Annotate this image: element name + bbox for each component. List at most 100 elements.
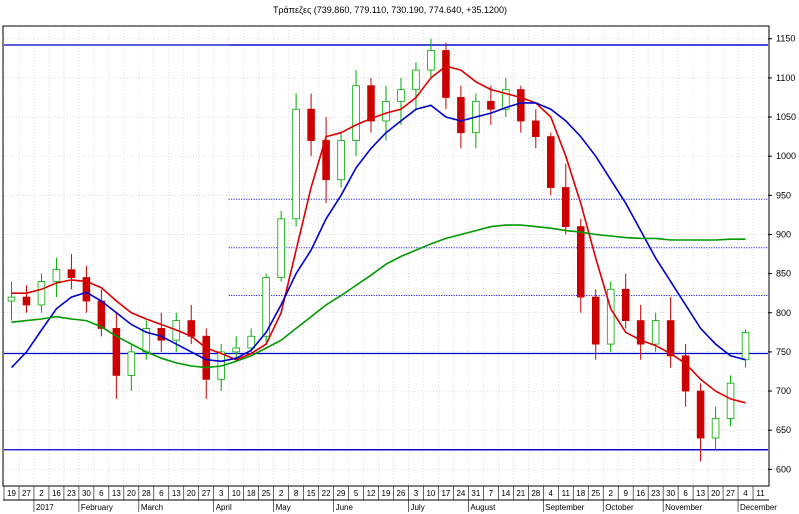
x-day-label: 5 bbox=[354, 489, 359, 498]
moving-average-line-2 bbox=[10, 102, 746, 369]
candle-body bbox=[606, 288, 615, 345]
candle-body bbox=[157, 328, 166, 341]
candle-body bbox=[576, 226, 585, 298]
x-day-label: 2 bbox=[279, 489, 284, 498]
y-tick-label: 750 bbox=[776, 347, 791, 357]
candle-body bbox=[307, 108, 315, 141]
x-day-label: 3 bbox=[414, 489, 419, 498]
x-month-label: 2017 bbox=[36, 503, 54, 512]
candle-body bbox=[187, 320, 196, 337]
y-tick-label: 1100 bbox=[776, 73, 795, 83]
y-tick-label: 1150 bbox=[776, 34, 795, 44]
x-day-label: 27 bbox=[22, 489, 31, 498]
candle-body bbox=[457, 97, 465, 134]
x-month-label: July bbox=[410, 503, 424, 512]
x-day-label: 12 bbox=[367, 489, 376, 498]
candle-body bbox=[726, 382, 735, 419]
x-day-label: 24 bbox=[456, 489, 465, 498]
x-day-label: 27 bbox=[726, 489, 735, 498]
x-month-label: March bbox=[141, 503, 163, 512]
x-day-label: 25 bbox=[262, 489, 271, 498]
x-day-label: 7 bbox=[489, 489, 494, 498]
candle-body bbox=[427, 50, 435, 71]
x-day-label: 10 bbox=[426, 489, 435, 498]
x-day-label: 2 bbox=[39, 489, 44, 498]
candle-body bbox=[561, 187, 570, 228]
x-day-label: 20 bbox=[127, 489, 136, 498]
x-day-label: 29 bbox=[337, 489, 346, 498]
x-month-label: November bbox=[665, 503, 702, 512]
y-tick-label: 1050 bbox=[776, 112, 796, 122]
x-month-label: December bbox=[740, 503, 777, 512]
x-day-label: 4 bbox=[549, 489, 554, 498]
x-day-label: 15 bbox=[307, 489, 316, 498]
x-day-label: 19 bbox=[7, 489, 16, 498]
candle-body bbox=[412, 69, 420, 91]
x-day-label: 22 bbox=[322, 489, 331, 498]
candle-body bbox=[547, 136, 555, 188]
candle-body bbox=[352, 85, 360, 141]
x-month-label: September bbox=[545, 503, 584, 512]
candle-body bbox=[696, 390, 705, 439]
candle-body bbox=[532, 120, 540, 138]
x-day-label: 30 bbox=[666, 489, 675, 498]
candle-body bbox=[322, 140, 330, 181]
x-day-label: 17 bbox=[441, 489, 450, 498]
x-month-label: June bbox=[336, 503, 354, 512]
y-tick-label: 600 bbox=[776, 464, 791, 474]
candle-body bbox=[397, 89, 405, 102]
x-day-label: 31 bbox=[471, 489, 480, 498]
candle-body bbox=[666, 320, 675, 357]
y-tick-label: 1000 bbox=[776, 151, 796, 161]
x-day-label: 9 bbox=[623, 489, 628, 498]
candle-body bbox=[247, 335, 255, 349]
x-day-label: 23 bbox=[651, 489, 660, 498]
x-month-label: April bbox=[216, 503, 232, 512]
x-day-label: 28 bbox=[531, 489, 540, 498]
plot-area bbox=[3, 27, 768, 485]
y-tick-label: 800 bbox=[776, 308, 791, 318]
candle-body bbox=[232, 347, 240, 353]
candle-body bbox=[82, 277, 91, 302]
x-day-label: 28 bbox=[142, 489, 151, 498]
y-tick-label: 700 bbox=[776, 386, 791, 396]
x-day-label: 6 bbox=[683, 489, 688, 498]
candle-body bbox=[487, 100, 495, 110]
x-day-label: 30 bbox=[82, 489, 91, 498]
moving-average-line-3 bbox=[11, 224, 746, 369]
x-day-label: 4 bbox=[743, 489, 748, 498]
candle-body bbox=[382, 100, 390, 122]
y-axis: 600 650 700 750 800 850 900 950 1000 1050 1100 1150 bbox=[768, 34, 796, 474]
x-day-label: 6 bbox=[99, 489, 104, 498]
candle-body bbox=[636, 320, 645, 345]
chart-title: Τράπεζες (739.860, 779.110, 730.190, 774… bbox=[273, 5, 507, 15]
y-tick-label: 850 bbox=[776, 269, 791, 279]
candle-body bbox=[621, 288, 630, 321]
x-day-label: 11 bbox=[562, 489, 571, 498]
y-tick-label: 900 bbox=[776, 229, 791, 239]
x-day-label: 13 bbox=[696, 489, 705, 498]
candle-body bbox=[127, 351, 136, 376]
x-day-label: 13 bbox=[112, 489, 121, 498]
x-day-label: 26 bbox=[397, 489, 406, 498]
x-month-label: May bbox=[276, 503, 291, 512]
x-day-label: 25 bbox=[591, 489, 600, 498]
x-day-label: 10 bbox=[232, 489, 241, 498]
x-day-label: 8 bbox=[294, 489, 299, 498]
y-tick-label: 650 bbox=[776, 425, 791, 435]
candle-body bbox=[367, 85, 375, 122]
candle-body bbox=[711, 418, 720, 439]
x-day-label: 21 bbox=[516, 489, 525, 498]
y-tick-label: 950 bbox=[776, 190, 791, 200]
x-day-label: 3 bbox=[219, 489, 224, 498]
x-day-label: 23 bbox=[67, 489, 76, 498]
candle-body bbox=[591, 296, 600, 345]
moving-average-line-1 bbox=[11, 65, 746, 404]
x-day-label: 16 bbox=[636, 489, 645, 498]
candle-body bbox=[22, 296, 31, 306]
x-month-label: August bbox=[470, 503, 496, 512]
candle-body bbox=[741, 331, 750, 361]
candle-body bbox=[7, 296, 16, 302]
candle-body bbox=[651, 320, 660, 345]
